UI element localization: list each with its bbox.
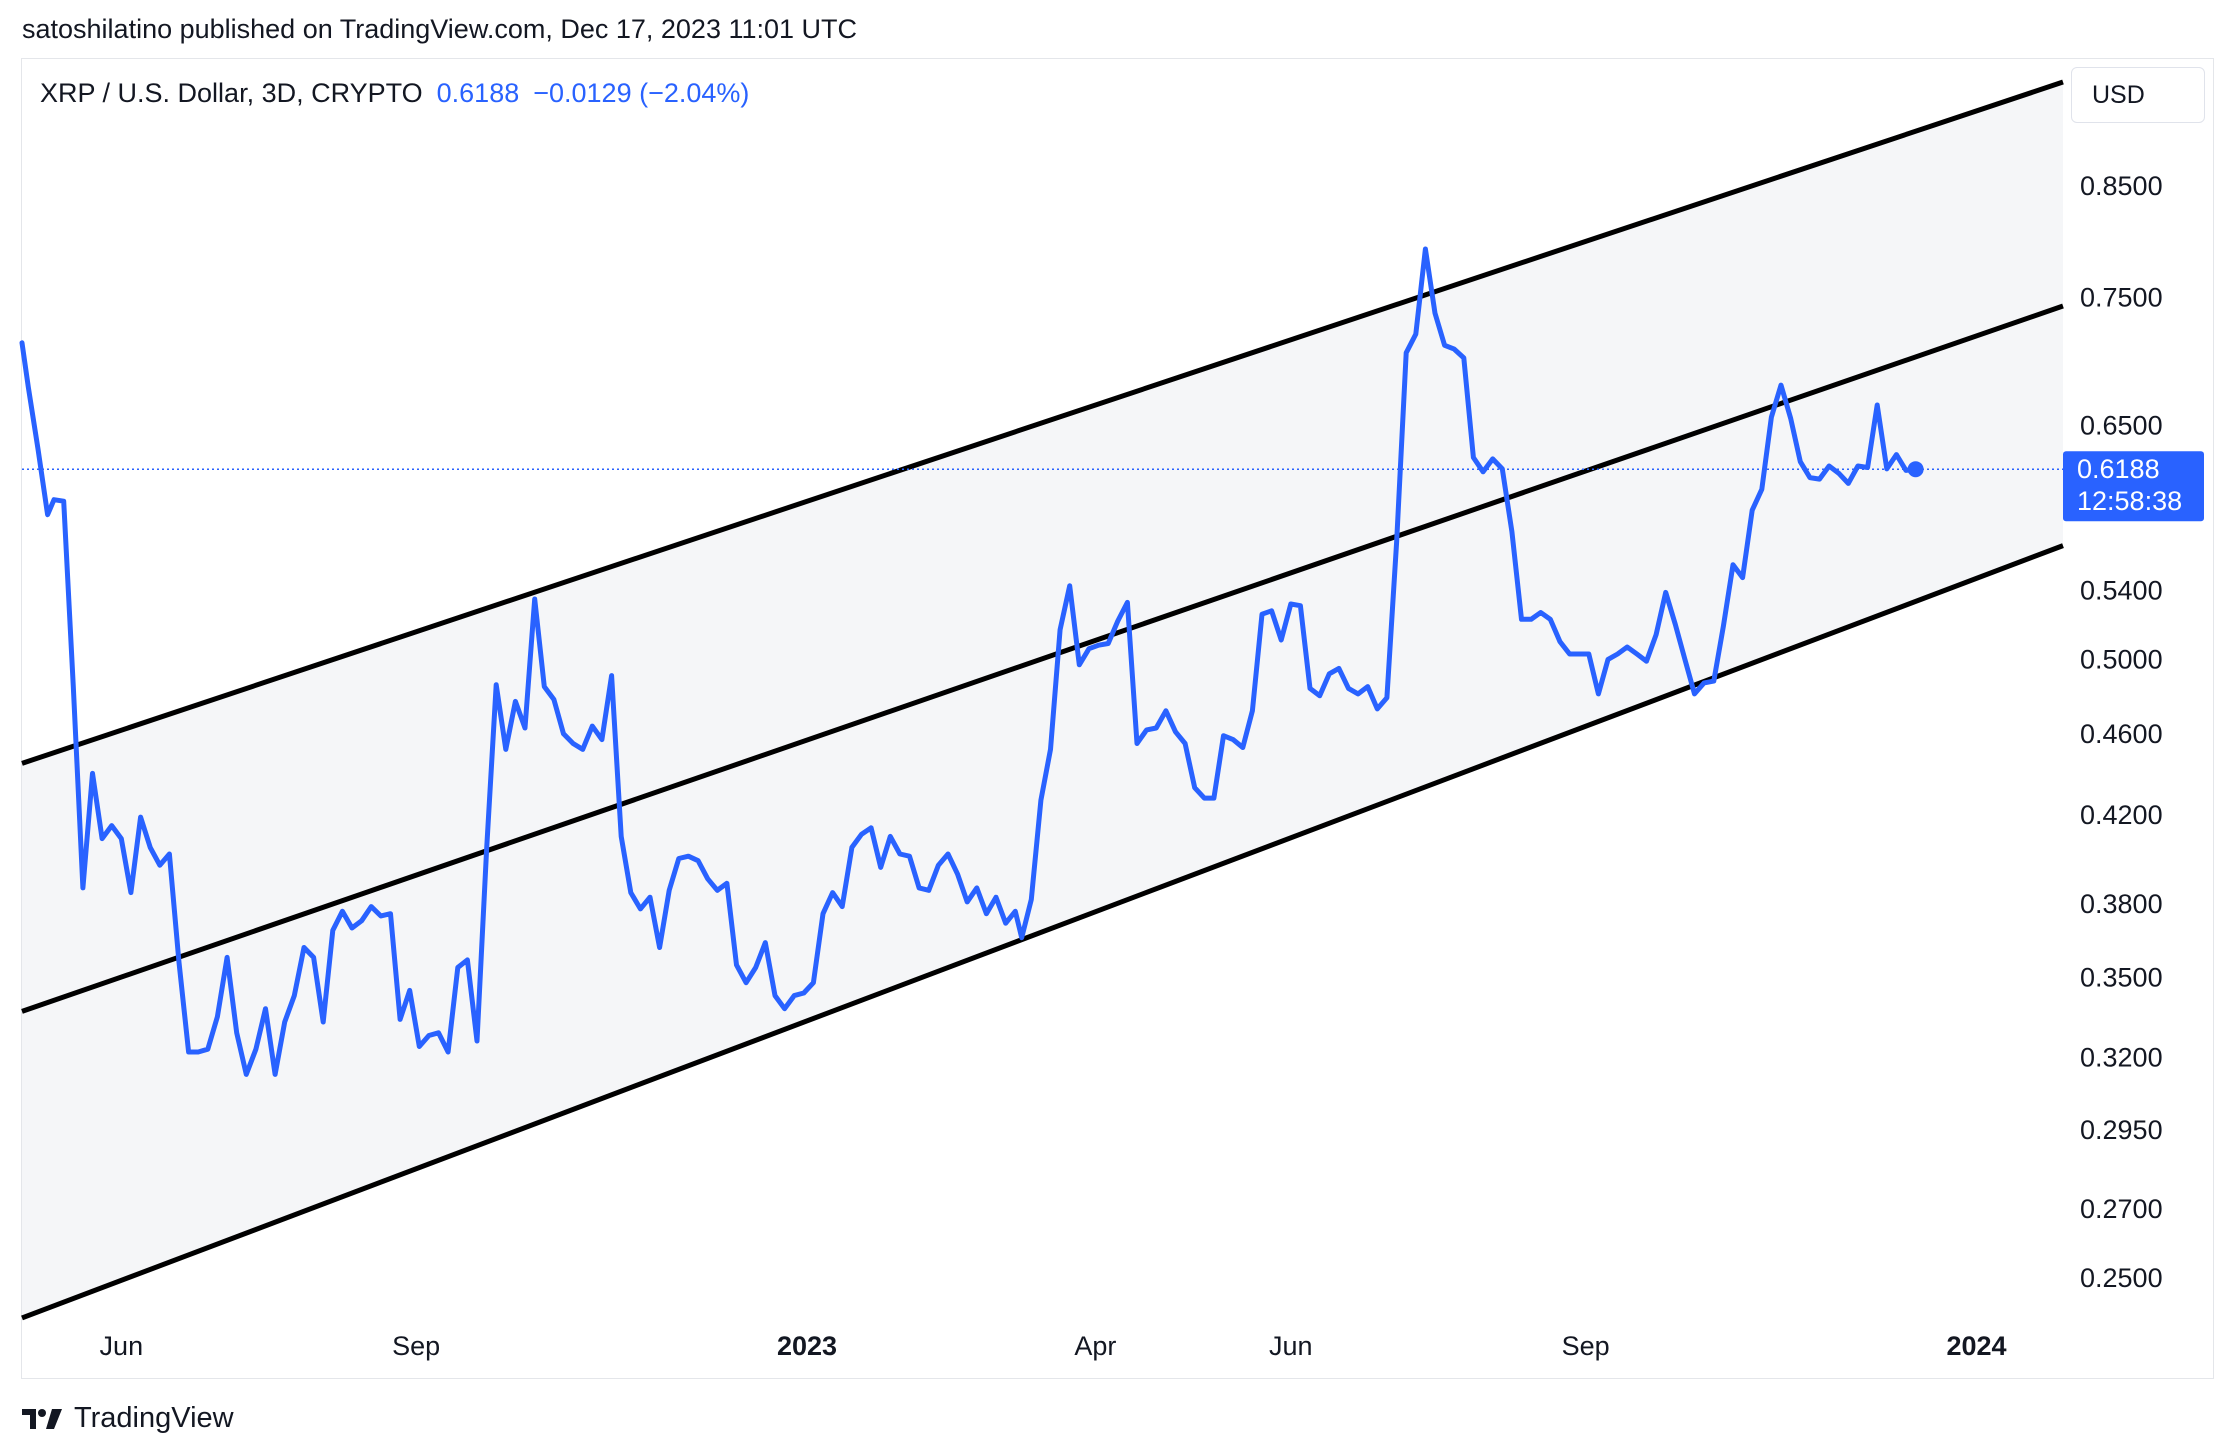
tradingview-footer[interactable]: TradingView	[22, 1402, 234, 1435]
y-tick-label: 0.3200	[2080, 1043, 2163, 1073]
x-tick-label: Jun	[100, 1331, 144, 1361]
y-tick-label: 0.5400	[2080, 576, 2163, 606]
last-price: 0.6188	[436, 78, 520, 108]
publisher-attribution: satoshilatino published on TradingView.c…	[22, 14, 858, 44]
x-tick-label: Sep	[1562, 1331, 1610, 1361]
y-tick-label: 0.6500	[2080, 410, 2163, 440]
time-axis[interactable]: Jun Sep 2023 Apr Jun Sep 2024	[100, 1331, 2007, 1361]
channel-fill	[22, 82, 2063, 1318]
y-tick-label: 0.2700	[2080, 1194, 2163, 1224]
y-tick-label: 0.2500	[2080, 1263, 2163, 1293]
x-tick-label: Apr	[1074, 1331, 1116, 1361]
price-tag-countdown: 12:58:38	[2077, 486, 2182, 516]
price-tag-value: 0.6188	[2077, 454, 2160, 484]
last-point-marker	[1907, 461, 1924, 478]
y-tick-label: 0.2950	[2080, 1115, 2163, 1145]
price-series-line	[19, 246, 1919, 1077]
channel-line-upper	[21, 79, 2064, 766]
price-tag: 0.6188 12:58:38	[2063, 451, 2204, 522]
series-layer	[19, 246, 2063, 1077]
y-tick-label: 0.8500	[2080, 171, 2163, 201]
x-tick-label: 2024	[1946, 1331, 2006, 1361]
price-tag-background	[2063, 451, 2204, 522]
price-change: −0.0129 (−2.04%)	[533, 78, 750, 108]
symbol-legend: XRP / U.S. Dollar, 3D, CRYPTO 0.6188 −0.01…	[40, 78, 749, 109]
x-tick-label: 2023	[777, 1331, 837, 1361]
currency-button[interactable]: USD	[2071, 67, 2205, 123]
y-tick-label: 0.3800	[2080, 889, 2163, 919]
symbol-name[interactable]: XRP / U.S. Dollar, 3D, CRYPTO	[40, 78, 423, 108]
chart-frame	[21, 58, 2214, 1379]
y-tick-label: 0.5000	[2080, 644, 2163, 674]
channel-line-mid	[21, 303, 2064, 1014]
footer-brand: TradingView	[74, 1402, 234, 1434]
channel-layer	[21, 79, 2064, 1321]
y-tick-label: 0.4600	[2080, 719, 2163, 749]
channel-line-lower	[21, 543, 2064, 1321]
y-tick-label: 0.7500	[2080, 283, 2163, 313]
x-tick-label: Sep	[392, 1331, 440, 1361]
y-tick-label: 0.4200	[2080, 800, 2163, 830]
price-axis[interactable]: 0.8500 0.7500 0.6500 0.5400 0.5000 0.4600 0.42…	[2080, 171, 2163, 1293]
x-tick-label: Jun	[1269, 1331, 1313, 1361]
y-tick-label: 0.3500	[2080, 963, 2163, 993]
tradingview-logo-icon	[22, 1408, 62, 1429]
